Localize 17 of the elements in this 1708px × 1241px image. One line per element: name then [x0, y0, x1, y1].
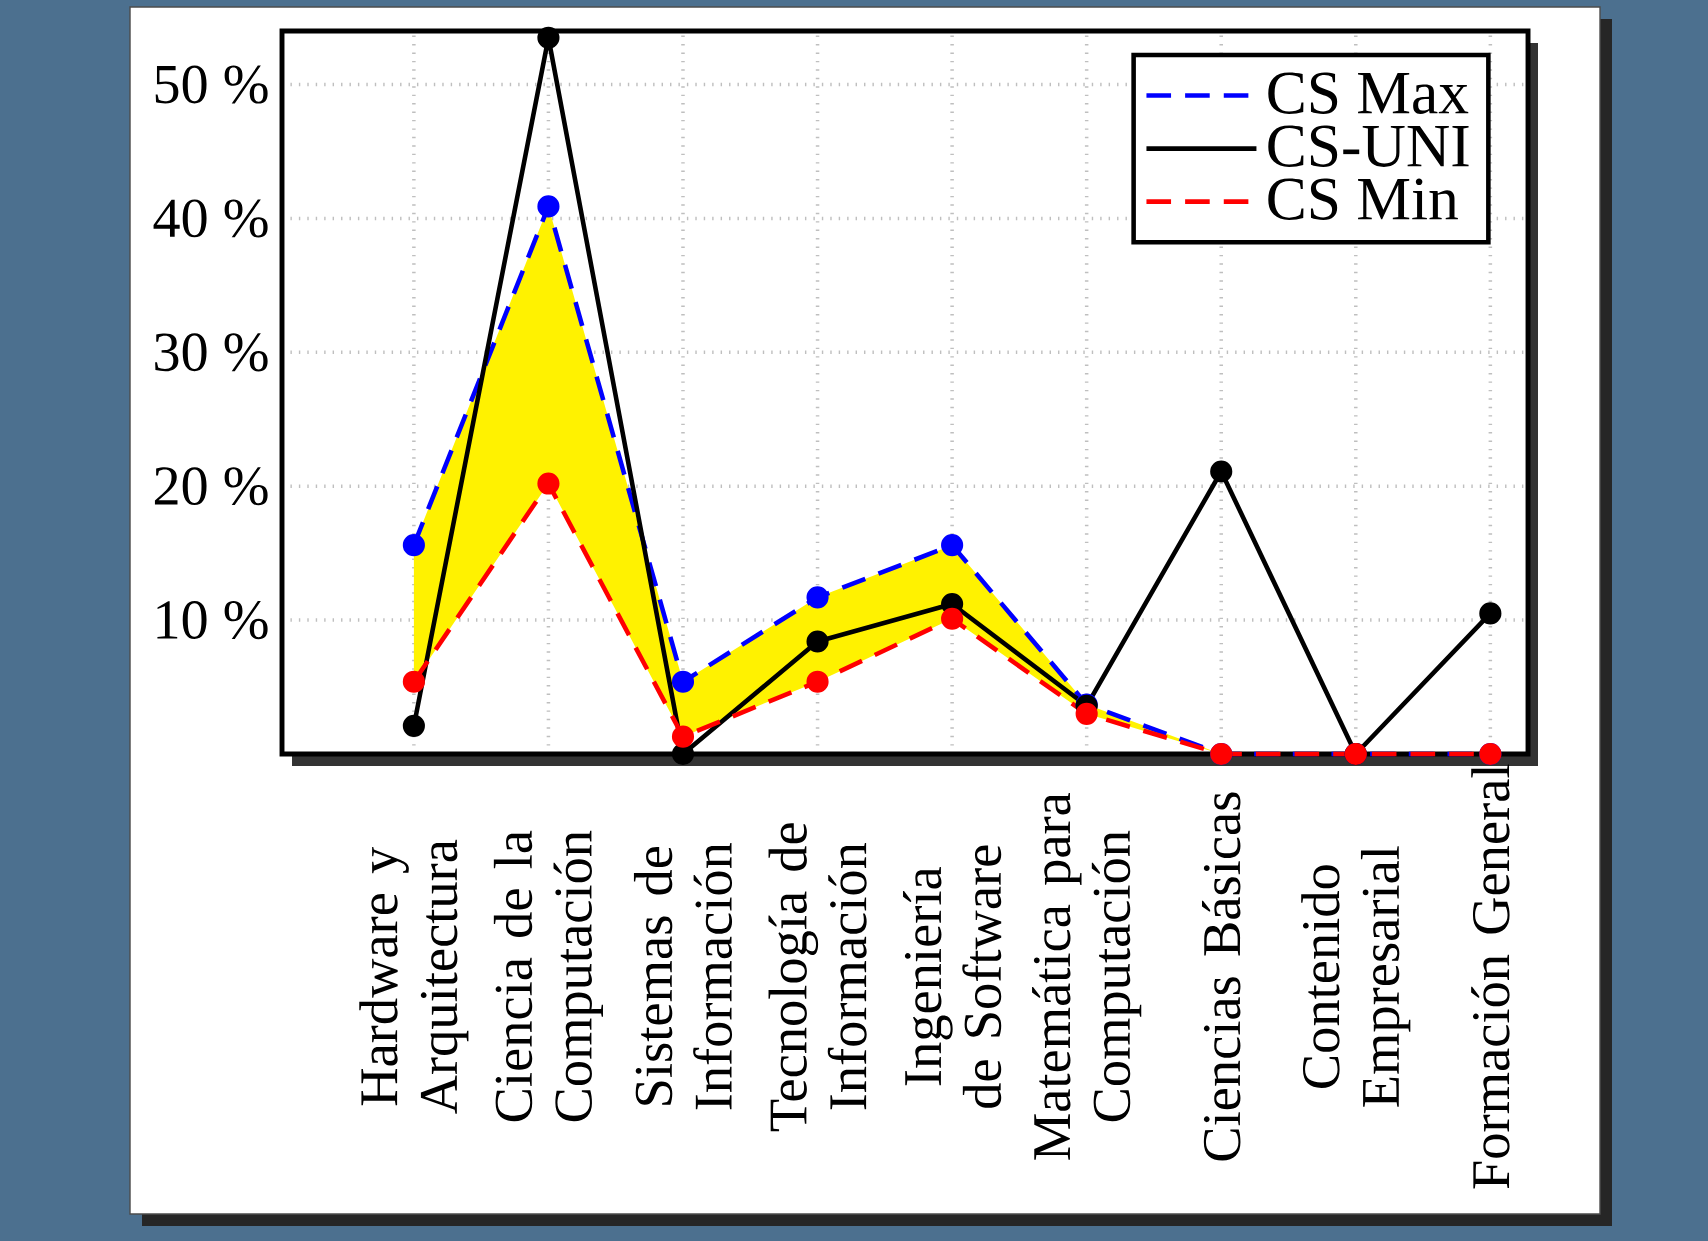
y-tick-label: 50 % — [155, 65, 268, 104]
x-tick-label: Hardware y Arquitectura — [359, 839, 469, 1114]
legend-label: CS Min — [1268, 178, 1458, 220]
legend-label: CS-UNI — [1268, 125, 1469, 167]
legend-label: CS Max — [1268, 72, 1469, 114]
y-tick-label: 30 % — [155, 333, 268, 372]
x-tick-label: Sistemas de Información — [633, 842, 733, 1110]
x-tick-label: Contenido Empresarial — [1301, 846, 1411, 1107]
x-tick-label: Tecnología de Información — [768, 823, 867, 1132]
y-tick-label: 40 % — [153, 199, 268, 238]
x-tick-label: Formación General — [1471, 764, 1510, 1189]
x-tick-label: Ingeniería de Software — [903, 845, 1002, 1108]
x-tick-label: Matemática para Computación — [1032, 792, 1142, 1160]
y-tick-label: 20 % — [154, 467, 268, 506]
x-tick-label: Ciencia de la Computación — [493, 830, 603, 1122]
x-tick-label: Ciencias Básicas — [1202, 792, 1241, 1161]
y-tick-label: 10 % — [157, 601, 268, 640]
